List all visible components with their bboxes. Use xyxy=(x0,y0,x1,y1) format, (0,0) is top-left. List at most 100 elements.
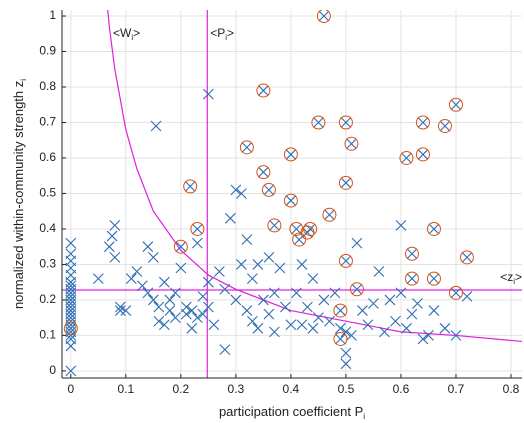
node-marker xyxy=(384,294,396,306)
node-marker xyxy=(461,251,473,263)
node-marker xyxy=(450,99,462,111)
node-marker xyxy=(379,326,390,338)
node-marker xyxy=(269,220,280,231)
node-marker xyxy=(291,287,302,299)
node-marker xyxy=(257,294,269,306)
node-marker xyxy=(269,326,280,338)
node-marker xyxy=(114,301,126,313)
hub-marker xyxy=(283,147,298,162)
node-marker xyxy=(142,287,154,299)
node-marker xyxy=(241,141,253,153)
y-tick-label: 0.3 xyxy=(39,257,56,271)
hub-marker xyxy=(349,282,364,297)
y-tick-label: 0.5 xyxy=(39,186,56,200)
node-marker xyxy=(164,294,176,306)
hub-marker xyxy=(404,246,419,261)
node-marker xyxy=(439,322,451,334)
hub-marker xyxy=(261,182,276,197)
x-tick-label: 0.5 xyxy=(338,382,355,396)
mean-label: <zi> xyxy=(500,270,522,286)
mean-label-part: i xyxy=(513,277,515,286)
x-tick-label: 0.8 xyxy=(503,382,520,396)
node-marker xyxy=(263,308,275,320)
node-marker xyxy=(401,322,412,334)
node-marker xyxy=(417,333,429,345)
x-tick-label: 0.1 xyxy=(117,382,134,396)
node-marker xyxy=(406,273,418,285)
reference-curve xyxy=(107,10,522,343)
node-marker xyxy=(241,305,253,316)
y-tick-label: 0 xyxy=(49,363,56,377)
node-marker xyxy=(241,234,253,245)
y-tick-label: 0.1 xyxy=(39,328,56,342)
axes: 0 0.1 0.2 0.3 0.4 0.5 0.6 0.7 0.8 0 0.1 0.2 0.3 0.4 0.… xyxy=(11,8,522,421)
y-tick-label: 0.9 xyxy=(39,44,56,58)
y-tick-label: 0.2 xyxy=(39,292,56,306)
node-marker xyxy=(340,117,352,128)
node-marker xyxy=(335,322,346,334)
hub-marker xyxy=(256,165,271,180)
hub-marker xyxy=(437,119,452,134)
node-marker xyxy=(246,315,258,327)
node-marker xyxy=(302,301,313,313)
hub-marker xyxy=(333,303,348,318)
x-tick-label: 0.6 xyxy=(393,382,410,396)
node-marker xyxy=(224,212,236,224)
hub-marker xyxy=(190,221,205,236)
node-marker xyxy=(219,344,231,355)
node-marker xyxy=(114,305,126,316)
node-marker xyxy=(109,220,121,231)
node-marker xyxy=(340,177,352,189)
plot-area xyxy=(62,10,522,378)
x-tick-label: 0.2 xyxy=(173,382,190,396)
hub-marker xyxy=(448,97,463,112)
hub-marker xyxy=(344,136,359,151)
curve-label: <Wi> xyxy=(113,26,140,42)
node-marker xyxy=(274,262,286,274)
node-marker xyxy=(362,319,374,331)
node-marker xyxy=(202,88,214,100)
node-marker xyxy=(197,308,209,320)
node-marker xyxy=(125,273,137,285)
node-marker xyxy=(340,358,352,370)
node-marker xyxy=(197,290,209,302)
node-marker xyxy=(428,273,440,285)
hub-marker xyxy=(399,150,414,165)
node-marker xyxy=(92,273,104,285)
hub-marker xyxy=(426,221,441,236)
node-marker xyxy=(335,305,346,316)
hub-marker xyxy=(322,207,337,222)
node-marker xyxy=(257,166,269,178)
node-marker xyxy=(103,241,115,253)
node-marker xyxy=(406,248,418,260)
node-marker xyxy=(395,220,407,231)
mean-label: <Pi> xyxy=(210,26,234,42)
node-marker xyxy=(219,283,231,295)
node-marker xyxy=(346,330,357,341)
hub-marker xyxy=(459,250,474,265)
y-axis-label: normalized within-community strength zi xyxy=(11,79,28,309)
y-tick-label: 0.4 xyxy=(39,221,56,235)
mean-label-part: > xyxy=(515,270,522,284)
hub-marker xyxy=(404,271,419,286)
node-marker xyxy=(423,330,434,341)
node-marker xyxy=(296,319,308,331)
hub-marker xyxy=(338,115,353,130)
hub-marker xyxy=(426,271,441,286)
node-marker xyxy=(461,290,473,302)
node-marker xyxy=(230,184,242,196)
node-marker xyxy=(285,149,297,160)
hub-marker xyxy=(289,221,304,236)
node-marker xyxy=(150,120,162,132)
x-tick-label: 0.4 xyxy=(283,382,300,396)
hub-marker xyxy=(63,321,78,336)
hub-marker xyxy=(311,115,326,130)
hub-marker xyxy=(267,218,282,233)
node-marker xyxy=(175,241,187,253)
node-marker xyxy=(202,301,214,313)
y-axis-label-part: normalized within-community strength z xyxy=(11,81,26,309)
node-marker xyxy=(106,230,118,242)
node-marker xyxy=(65,280,77,292)
node-marker xyxy=(428,305,440,316)
